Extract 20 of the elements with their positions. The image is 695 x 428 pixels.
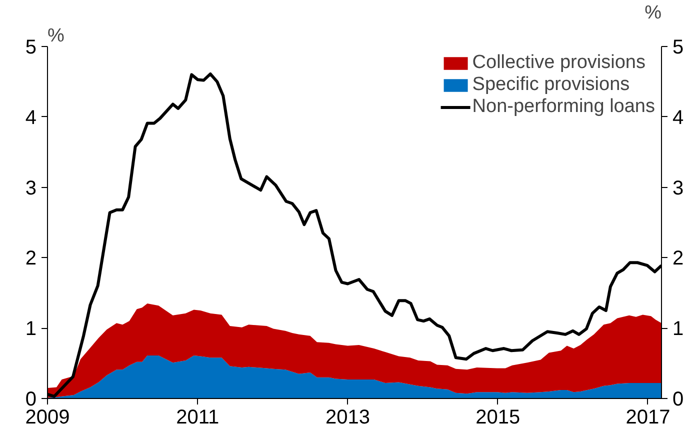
y-tick-label: 4: [25, 106, 36, 129]
legend-label: Collective provisions: [472, 52, 646, 74]
x-tick-label: 2015: [476, 406, 520, 428]
x-tick-label: 2017: [626, 406, 670, 428]
y2-tick-label: 3: [672, 177, 684, 200]
y-tick-label: 3: [25, 177, 36, 200]
legend-label: Non-performing loans: [472, 96, 655, 118]
x-tick-label: 2011: [176, 406, 220, 428]
x-tick-label: 2013: [326, 406, 370, 428]
y-axis-title: %: [48, 26, 64, 46]
y2-tick-label: 4: [672, 106, 684, 129]
y2-tick-label: 0: [672, 388, 684, 410]
y-tick-label: 5: [25, 36, 36, 58]
y2-tick-label: 5: [672, 36, 684, 58]
y-tick-label: 1: [25, 318, 36, 340]
y2-axis-title: %: [644, 2, 662, 24]
legend-label: Specific provisions: [472, 74, 630, 96]
y-tick-label: 2: [25, 248, 36, 270]
y2-tick-label: 1: [672, 318, 684, 340]
y2-tick-label: 2: [672, 248, 684, 270]
